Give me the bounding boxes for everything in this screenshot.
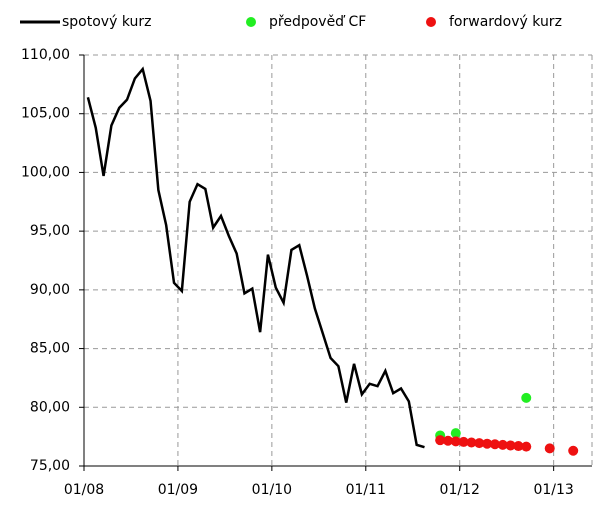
y-tick-label: 105,00	[21, 106, 70, 122]
y-tick-label: 75,00	[30, 458, 70, 474]
point	[544, 443, 555, 454]
point	[474, 438, 485, 449]
point	[497, 439, 508, 450]
y-tick-label: 90,00	[30, 282, 70, 298]
point	[521, 441, 532, 452]
point	[505, 440, 516, 451]
legend-label: spotový kurz	[62, 14, 151, 30]
x-tick-label: 01/09	[158, 482, 198, 498]
point	[458, 436, 469, 447]
point	[568, 445, 579, 456]
point	[513, 441, 524, 452]
legend-dot	[426, 17, 436, 27]
point	[450, 436, 461, 447]
y-tick-label: 100,00	[21, 164, 70, 180]
point	[442, 435, 453, 446]
point	[466, 437, 477, 448]
legend-label: forwardový kurz	[449, 14, 562, 30]
point	[435, 435, 446, 446]
legend-label: předpověď CF	[269, 14, 366, 30]
x-tick-label: 01/11	[346, 482, 386, 498]
y-tick-label: 95,00	[30, 223, 70, 239]
spot-line	[86, 66, 425, 449]
x-tick-label: 01/13	[533, 482, 573, 498]
point	[521, 392, 532, 403]
y-tick-label: 80,00	[30, 399, 70, 415]
point	[482, 438, 493, 449]
point	[489, 439, 500, 450]
legend-dot	[246, 17, 256, 27]
point	[450, 428, 461, 439]
y-tick-label: 110,00	[21, 47, 70, 63]
x-tick-label: 01/08	[64, 482, 104, 498]
x-tick-label: 01/12	[440, 482, 480, 498]
y-tick-label: 85,00	[30, 341, 70, 357]
x-tick-label: 01/10	[252, 482, 292, 498]
